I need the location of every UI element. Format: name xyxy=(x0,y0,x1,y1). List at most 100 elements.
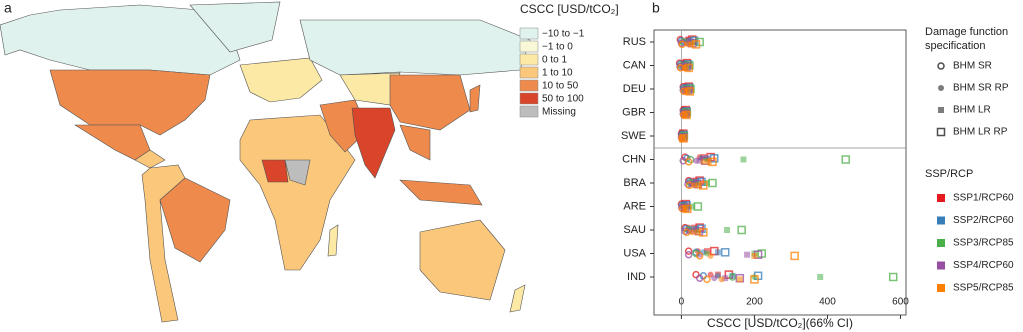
marker xyxy=(707,252,714,259)
marker xyxy=(744,251,751,258)
marker xyxy=(679,135,686,142)
country xyxy=(469,84,481,113)
legend-label: Missing xyxy=(542,107,576,118)
marker xyxy=(684,250,693,259)
marker xyxy=(724,227,731,233)
country xyxy=(419,219,506,301)
legend-swatch xyxy=(937,284,945,292)
legend-swatch xyxy=(937,194,945,202)
legend-swatch xyxy=(519,53,539,66)
panel-label: b xyxy=(652,0,660,16)
marker xyxy=(718,276,725,283)
country xyxy=(73,124,151,161)
marker xyxy=(888,272,898,282)
marker xyxy=(841,155,850,164)
marker xyxy=(695,274,704,282)
x-axis-label: CSCC [USD/tCO₂](66% CI) xyxy=(707,316,853,330)
marker xyxy=(708,178,717,188)
country xyxy=(49,69,211,136)
legend-title: Damage function xyxy=(925,26,1008,38)
world-map xyxy=(0,1,531,323)
marker xyxy=(708,157,717,167)
country xyxy=(351,107,396,179)
marker xyxy=(817,274,824,280)
marker xyxy=(790,251,799,261)
marker xyxy=(688,41,695,48)
marker xyxy=(700,158,707,165)
marker xyxy=(707,271,714,278)
marker xyxy=(693,202,703,211)
marker xyxy=(696,157,703,164)
legend-label: SSP3/RCP85 xyxy=(953,238,1014,249)
marker xyxy=(740,156,747,163)
x-tick-label: 600 xyxy=(892,297,909,308)
legend-label: 50 to 100 xyxy=(542,94,584,105)
marker xyxy=(684,247,693,255)
marker xyxy=(728,273,737,281)
marker xyxy=(689,203,696,210)
y-tick-label: USA xyxy=(623,247,646,259)
marker xyxy=(685,87,695,96)
legend-label: BHM SR xyxy=(953,61,992,72)
marker xyxy=(703,275,711,284)
country xyxy=(134,149,166,169)
country xyxy=(159,177,231,263)
x-tick-label: 400 xyxy=(819,297,836,308)
legend-label: BHM LR xyxy=(953,105,991,116)
legend-label: −10 to −1 xyxy=(542,29,585,40)
marker xyxy=(936,127,946,137)
marker xyxy=(938,107,944,113)
marker xyxy=(682,110,691,120)
country xyxy=(189,1,281,53)
y-tick-label: SWE xyxy=(621,130,646,142)
country xyxy=(141,164,186,323)
y-tick-label: CHN xyxy=(622,153,646,165)
country xyxy=(509,284,526,313)
legend-swatch xyxy=(937,261,945,270)
y-tick-label: ARE xyxy=(623,200,646,212)
legend-label: 1 to 10 xyxy=(542,68,573,79)
country xyxy=(284,159,311,186)
marker xyxy=(699,228,708,237)
marker xyxy=(679,134,688,143)
y-tick-label: SAU xyxy=(623,224,646,236)
legend-label: SSP5/RCP85 xyxy=(953,283,1014,294)
country xyxy=(0,4,241,76)
marker xyxy=(695,252,704,260)
marker xyxy=(729,272,736,279)
marker xyxy=(682,111,689,118)
marker xyxy=(684,88,691,95)
legend-label: SSP4/RCP60 xyxy=(953,260,1014,271)
marker xyxy=(938,85,944,91)
legend-swatch xyxy=(937,216,945,225)
marker xyxy=(751,252,758,259)
panel-label: a xyxy=(4,0,12,16)
legend-label: 10 to 50 xyxy=(542,81,579,92)
plot-frame xyxy=(653,29,907,316)
country xyxy=(299,19,531,76)
marker xyxy=(750,275,759,284)
legend-swatch xyxy=(519,79,539,92)
marker xyxy=(684,158,693,166)
marker xyxy=(722,275,729,282)
legend-label: SSP1/RCP60 xyxy=(953,193,1014,204)
legend-swatch xyxy=(519,66,539,79)
marker xyxy=(695,182,702,189)
marker xyxy=(736,276,743,283)
marker xyxy=(689,229,696,236)
marker xyxy=(711,275,718,282)
marker xyxy=(682,204,692,214)
country xyxy=(399,179,483,206)
legend-swatch xyxy=(519,40,539,53)
legend-label: −1 to 0 xyxy=(542,42,573,53)
legend-label: BHM SR RP xyxy=(953,83,1009,94)
country xyxy=(399,124,431,161)
legend-label: SSP2/RCP60 xyxy=(953,215,1014,226)
marker xyxy=(682,205,689,212)
y-tick-label: DEU xyxy=(623,83,646,95)
marker xyxy=(937,62,945,70)
country xyxy=(239,57,323,103)
marker xyxy=(714,249,721,256)
x-tick-label: 200 xyxy=(746,297,763,308)
